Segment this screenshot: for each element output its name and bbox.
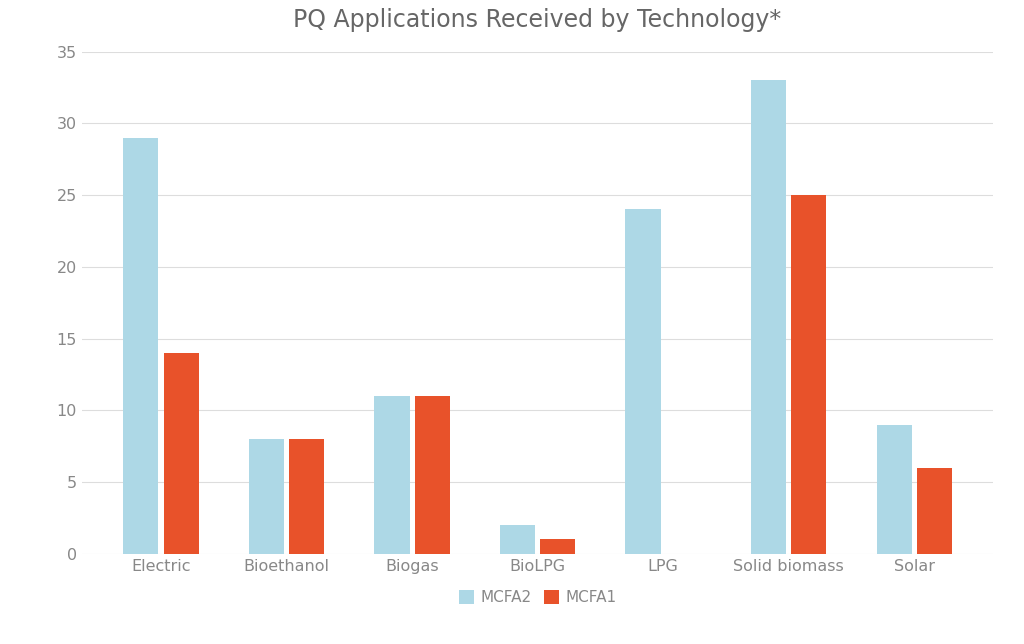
Bar xyxy=(249,439,284,554)
Title: PQ Applications Received by Technology*: PQ Applications Received by Technology* xyxy=(294,8,781,32)
Bar xyxy=(792,195,826,554)
Bar xyxy=(375,396,410,554)
Bar xyxy=(751,80,786,554)
Bar xyxy=(164,353,199,554)
Bar xyxy=(289,439,325,554)
Bar xyxy=(540,540,575,554)
Bar xyxy=(123,138,159,554)
Legend: MCFA2, MCFA1: MCFA2, MCFA1 xyxy=(453,584,623,612)
Bar xyxy=(415,396,450,554)
Bar xyxy=(500,525,536,554)
Bar xyxy=(877,424,911,554)
Bar xyxy=(916,468,952,554)
Bar xyxy=(626,209,660,554)
